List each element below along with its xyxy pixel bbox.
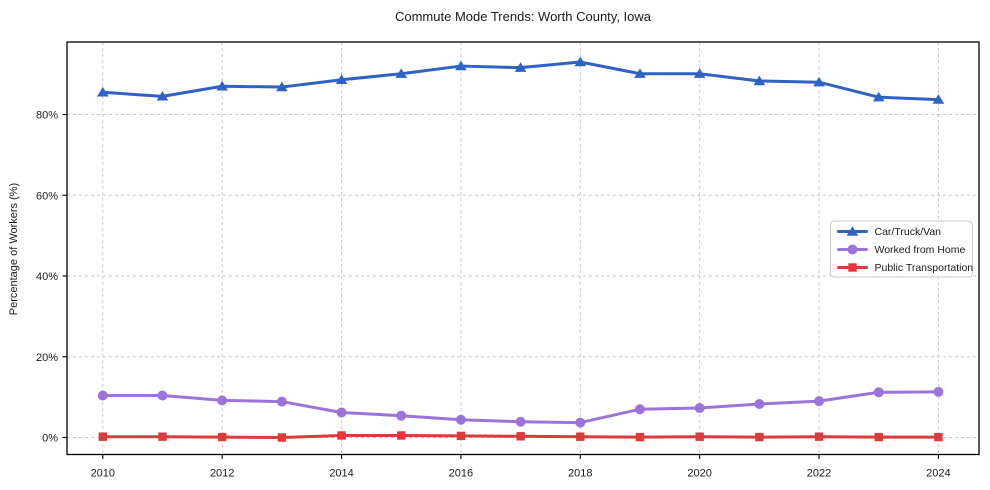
marker-public-transportation [635,432,645,442]
marker-worked-from-home [396,410,407,421]
marker-public-transportation [516,432,525,441]
marker-worked-from-home [575,417,586,428]
legend-entry-car-truck-van: Car/Truck/Van [837,226,942,238]
marker-public-transportation [814,432,824,441]
marker-car-truck-van [634,68,646,78]
marker-car-truck-van [455,60,467,71]
x-tick-label: 2024 [926,468,950,480]
marker-public-transportation [456,431,466,441]
marker-worked-from-home [157,390,168,401]
y-tick-label: 40% [36,271,58,283]
marker-worked-from-home [276,396,287,407]
marker-public-transportation [755,432,764,442]
marker-worked-from-home [455,414,466,425]
marker-worked-from-home [933,386,944,397]
x-tick-label: 2014 [329,468,353,480]
marker-public-transportation [277,433,287,442]
y-axis-label: Percentage of Workers (%) [8,183,20,315]
legend: Car/Truck/Van Worked from Home Public Tran… [830,220,974,278]
marker-car-truck-van [97,86,109,97]
chart-title: Commute Mode Trends: Worth County, Iowa [395,9,652,24]
marker-worked-from-home [97,390,108,401]
x-tick-label: 2012 [210,468,234,480]
legend-label-car-truck-van: Car/Truck/Van [875,226,942,238]
x-tick-label: 2016 [449,468,473,480]
marker-car-truck-van [156,90,169,101]
marker-car-truck-van [335,74,348,84]
marker-worked-from-home [694,403,705,414]
triangle-icon [846,226,859,236]
y-tick-label: 80% [36,110,58,122]
marker-public-transportation [695,432,704,441]
marker-car-truck-van [276,81,288,92]
marker-worked-from-home [873,387,884,398]
marker-car-truck-van [514,62,527,72]
x-tick-label: 2018 [568,468,592,480]
square-icon [848,263,857,272]
marker-public-transportation [934,432,943,442]
marker-car-truck-van [574,56,587,67]
marker-car-truck-van [872,91,885,102]
marker-worked-from-home [754,398,765,409]
marker-car-truck-van [216,80,228,91]
y-tick-label: 0% [42,433,58,445]
x-tick-label: 2010 [91,468,115,480]
legend-entry-public-transportation: Public Transportation [837,262,974,274]
x-tick-label: 2020 [687,468,711,480]
marker-public-transportation [337,431,346,440]
marker-public-transportation [397,431,406,440]
marker-car-truck-van [813,76,825,87]
marker-car-truck-van [693,68,706,78]
x-tick-label: 2022 [807,468,831,480]
marker-car-truck-van [753,75,766,86]
marker-car-truck-van [395,68,408,78]
marker-worked-from-home [515,416,526,427]
legend-entry-worked-from-home: Worked from Home [837,244,966,256]
marker-public-transportation [217,432,227,442]
circle-icon [847,244,858,255]
marker-public-transportation [98,432,108,441]
y-tick-label: 20% [36,352,58,364]
y-tick-label: 60% [36,190,58,202]
marker-public-transportation [576,432,585,441]
marker-car-truck-van [932,94,945,104]
legend-label-worked-from-home: Worked from Home [875,244,966,256]
marker-worked-from-home [217,395,228,406]
legend-label-public-transportation: Public Transportation [875,262,974,274]
marker-public-transportation [158,432,167,441]
marker-worked-from-home [336,407,347,418]
marker-worked-from-home [814,396,825,407]
plot-frame [66,41,980,456]
marker-public-transportation [874,432,883,442]
legend-box [830,220,973,278]
marker-worked-from-home [634,404,645,415]
